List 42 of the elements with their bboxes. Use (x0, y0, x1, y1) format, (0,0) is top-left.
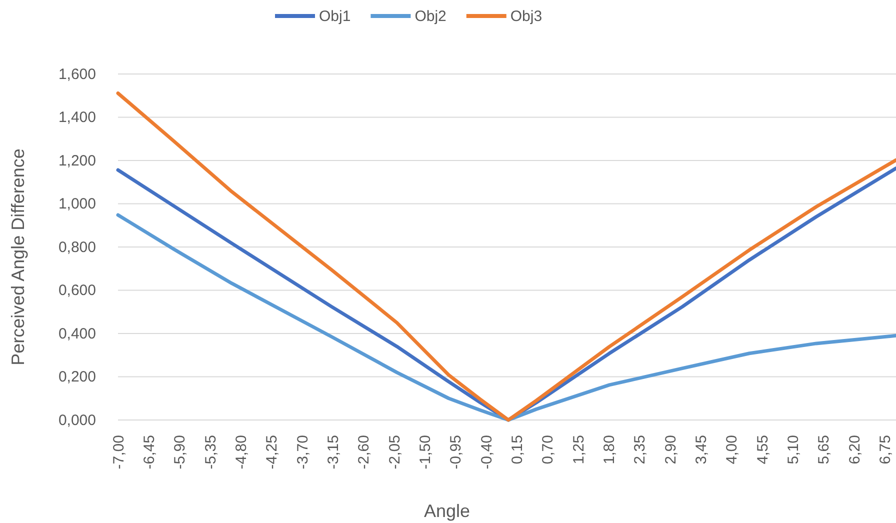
y-tick-label: 0,400 (58, 325, 96, 342)
x-tick-label: 4,55 (754, 435, 772, 464)
y-tick-label: 0,200 (58, 368, 96, 386)
legend-label: Obj3 (510, 8, 542, 25)
x-tick-label: 1,80 (601, 435, 618, 464)
y-tick-label: 0,000 (58, 412, 96, 429)
x-tick-label: -1,50 (416, 435, 434, 470)
x-tick-label: 2,90 (662, 435, 680, 464)
x-tick-label: 3,45 (693, 435, 710, 464)
y-tick-label: 1,000 (58, 196, 96, 213)
line-series (116, 213, 896, 422)
y-axis-title: Perceived Angle Difference (8, 148, 28, 366)
line-series (116, 91, 896, 422)
y-tick-label: 1,600 (58, 66, 96, 83)
x-tick-label: -3,15 (324, 435, 342, 470)
x-tick-label: -2,60 (356, 435, 373, 470)
legend-label: Obj1 (319, 8, 351, 25)
x-tick-label: 0,15 (509, 435, 526, 464)
x-tick-label: -0,40 (478, 435, 496, 470)
x-tick-label: -5,35 (202, 435, 220, 470)
y-tick-label: 0,600 (58, 282, 96, 300)
x-tick-label: -7,00 (110, 435, 128, 470)
x-tick-label: -6,45 (140, 435, 158, 470)
x-tick-label: -2,05 (386, 435, 404, 470)
x-tick-label: -5,90 (172, 435, 189, 470)
x-tick-label: 1,25 (570, 435, 588, 464)
x-tick-label: 6,75 (877, 435, 894, 464)
y-tick-label: 1,200 (58, 152, 96, 170)
x-tick-label: 0,70 (540, 435, 557, 464)
x-tick-label: -0,95 (448, 435, 465, 470)
y-tick-label: 1,400 (58, 109, 96, 126)
y-tick-label: 0,800 (58, 238, 96, 256)
x-tick-label: 6,20 (846, 435, 864, 464)
x-tick-label: 4,00 (724, 435, 741, 464)
x-tick-label: -4,25 (264, 435, 281, 470)
x-tick-label: 5,65 (816, 435, 833, 464)
x-tick-label: -3,70 (294, 435, 312, 470)
x-tick-label: 5,10 (785, 435, 802, 464)
x-tick-label: 2,35 (632, 435, 649, 464)
x-axis-title: Angle (424, 501, 470, 521)
x-tick-label: -4,80 (232, 435, 250, 470)
legend-label: Obj2 (414, 8, 446, 25)
